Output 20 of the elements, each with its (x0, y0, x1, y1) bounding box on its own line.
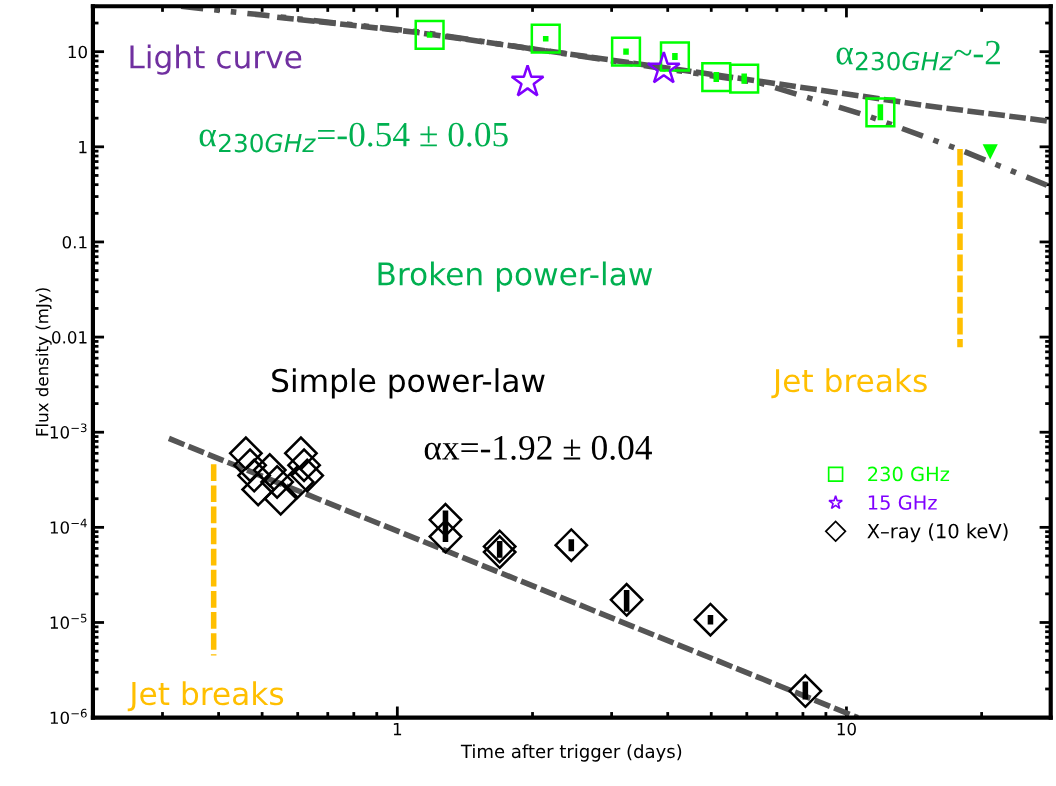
y-tick-label: 1 (79, 140, 87, 154)
annotation: Simple power-law (272, 368, 545, 399)
y-tick-label: 10$^{−5}$ (50, 613, 87, 629)
x-axis-title: Time after trigger (days) (460, 744, 682, 762)
legend-label: X–ray (10 keV) (867, 523, 1008, 543)
legend-label: 15 GHz (868, 495, 937, 510)
y-tick-label: 10 (68, 45, 87, 59)
y-tick-label: 10$^{−6}$ (50, 708, 87, 725)
y-tick-label: 0.1 (62, 235, 87, 249)
legend-label: 230 GHz (868, 466, 950, 482)
y-tick-label: 10$^{−3}$ (50, 423, 87, 439)
y-tick-label: 0.01 (52, 331, 87, 344)
annotation: αx=-1.92 ± 0.04 (424, 435, 652, 460)
annotation: Broken power-law (378, 261, 653, 292)
annotation: α$_{230GHz}$~-2 (836, 40, 1000, 71)
annotation: Light curve (130, 44, 302, 75)
annotation: Jet breaks (771, 368, 927, 399)
y-tick-label: 10$^{−4}$ (50, 518, 87, 534)
annotation: α$_{230GHz}$=-0.54 ± 0.05 (199, 122, 508, 153)
annotation: Jet breaks (127, 681, 284, 712)
